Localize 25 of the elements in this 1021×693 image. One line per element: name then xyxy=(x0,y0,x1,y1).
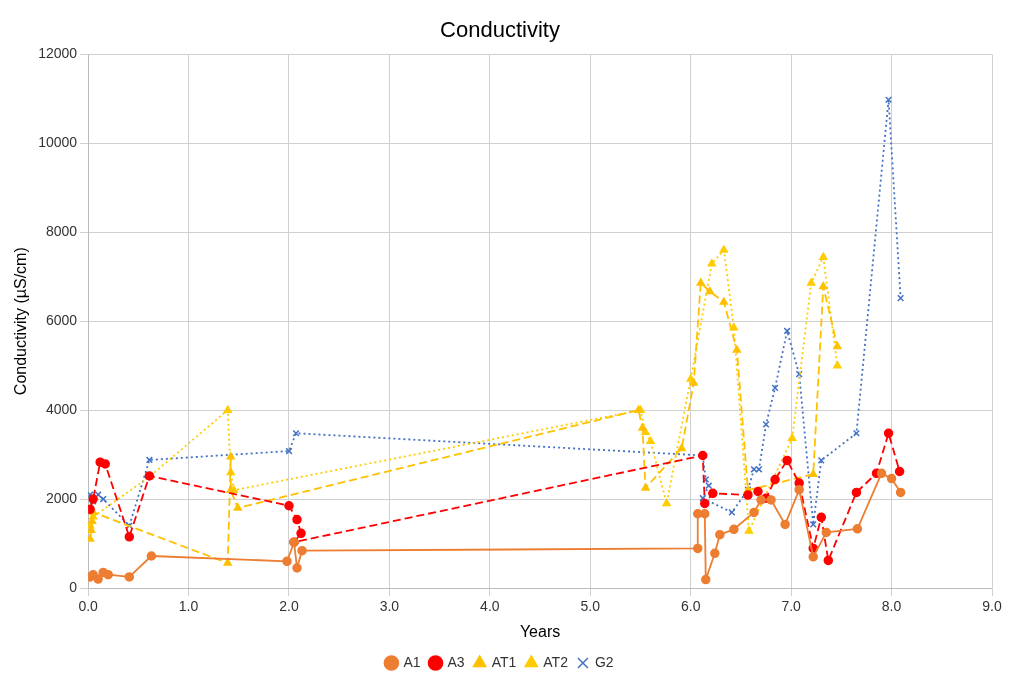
x-tick-label: 4.0 xyxy=(480,598,500,615)
legend-label: AT1 xyxy=(491,653,517,670)
x-tick-label: 5.0 xyxy=(580,598,601,615)
y-tick-label: 0 xyxy=(69,578,78,595)
y-tick-label: 4000 xyxy=(45,400,78,417)
y-tick-label: 2000 xyxy=(45,489,78,506)
legend-label: A3 xyxy=(447,653,465,670)
x-tick-label: 3.0 xyxy=(379,598,400,615)
legend-label: AT2 xyxy=(543,653,569,670)
x-tick-label: 2.0 xyxy=(279,598,299,615)
y-tick-label: 12000 xyxy=(38,45,78,62)
x-tick-label: 1.0 xyxy=(178,598,199,615)
y-tick-label: 6000 xyxy=(45,312,78,329)
chart-title: Conductivity xyxy=(440,17,560,43)
y-tick-label: 10000 xyxy=(38,134,78,151)
y-tick-label: 8000 xyxy=(45,223,78,240)
x-tick-label: 6.0 xyxy=(680,598,701,615)
x-tick-label: 9.0 xyxy=(982,598,1002,615)
x-tick-label: 7.0 xyxy=(781,598,802,615)
x-tick-label: 8.0 xyxy=(881,598,902,615)
legend-label: A1 xyxy=(403,653,421,670)
y-axis-title: Conductivity (µS/cm) xyxy=(12,247,30,396)
x-axis-title: Years xyxy=(519,622,561,640)
legend-label: G2 xyxy=(594,653,614,670)
x-tick-label: 0.0 xyxy=(78,598,99,615)
